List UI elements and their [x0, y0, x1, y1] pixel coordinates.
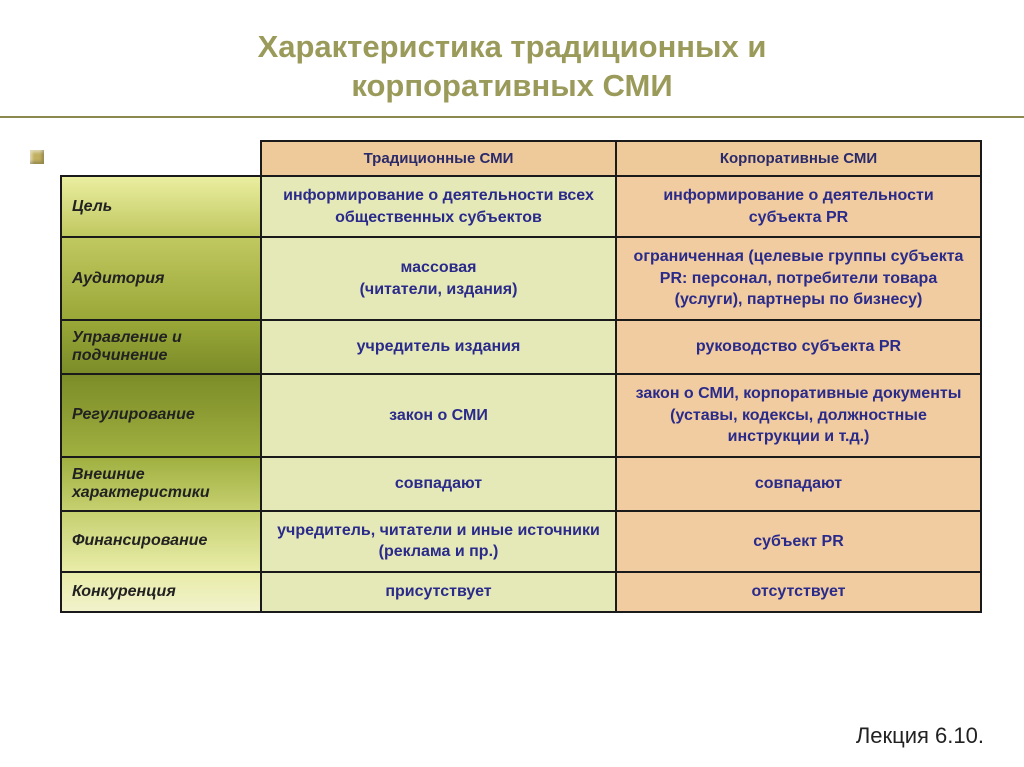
title-line-2: корпоративных СМИ — [351, 68, 672, 103]
cell-corporate: информирование о деятельности субъекта P… — [616, 176, 981, 237]
bullet-square-icon — [30, 150, 44, 164]
header-empty-cell — [61, 141, 261, 176]
cell-corporate: руководство субъекта PR — [616, 320, 981, 374]
table-row: Внешние характеристики совпадают совпада… — [61, 457, 981, 511]
cell-traditional: учредитель, читатели и иные источники (р… — [261, 511, 616, 572]
table-row: Регулирование закон о СМИ закон о СМИ, к… — [61, 374, 981, 457]
col-header-traditional: Традиционные СМИ — [261, 141, 616, 176]
cell-corporate: закон о СМИ, корпоративные документы (ус… — [616, 374, 981, 457]
cell-corporate: ограниченная (целевые группы субъекта PR… — [616, 237, 981, 320]
row-label: Регулирование — [61, 374, 261, 457]
footer-label: Лекция 6.10. — [856, 723, 984, 749]
row-label: Аудитория — [61, 237, 261, 320]
table-header-row: Традиционные СМИ Корпоративные СМИ — [61, 141, 981, 176]
cell-line: (читатели, издания) — [272, 279, 605, 301]
cell-traditional: закон о СМИ — [261, 374, 616, 457]
table-row: Аудитория массовая (читатели, издания) о… — [61, 237, 981, 320]
cell-traditional: массовая (читатели, издания) — [261, 237, 616, 320]
cell-traditional: информирование о деятельности всех общес… — [261, 176, 616, 237]
table-row: Финансирование учредитель, читатели и ин… — [61, 511, 981, 572]
cell-corporate: совпадают — [616, 457, 981, 511]
table-row: Цель информирование о деятельности всех … — [61, 176, 981, 237]
row-label: Внешние характеристики — [61, 457, 261, 511]
comparison-table: Традиционные СМИ Корпоративные СМИ Цель … — [60, 140, 982, 613]
row-label: Управление и подчинение — [61, 320, 261, 374]
table-row: Управление и подчинение учредитель издан… — [61, 320, 981, 374]
row-label: Конкуренция — [61, 572, 261, 612]
cell-traditional: присутствует — [261, 572, 616, 612]
cell-corporate: субъект PR — [616, 511, 981, 572]
cell-traditional: учредитель издания — [261, 320, 616, 374]
title-line-1: Характеристика традиционных и — [258, 29, 767, 64]
cell-corporate: отсутствует — [616, 572, 981, 612]
cell-traditional: совпадают — [261, 457, 616, 511]
row-label: Цель — [61, 176, 261, 237]
cell-line: массовая — [272, 257, 605, 279]
slide-title: Характеристика традиционных и корпоратив… — [0, 0, 1024, 116]
col-header-corporate: Корпоративные СМИ — [616, 141, 981, 176]
table-row: Конкуренция присутствует отсутствует — [61, 572, 981, 612]
slide: Характеристика традиционных и корпоратив… — [0, 0, 1024, 767]
row-label: Финансирование — [61, 511, 261, 572]
title-rule — [0, 116, 1024, 118]
